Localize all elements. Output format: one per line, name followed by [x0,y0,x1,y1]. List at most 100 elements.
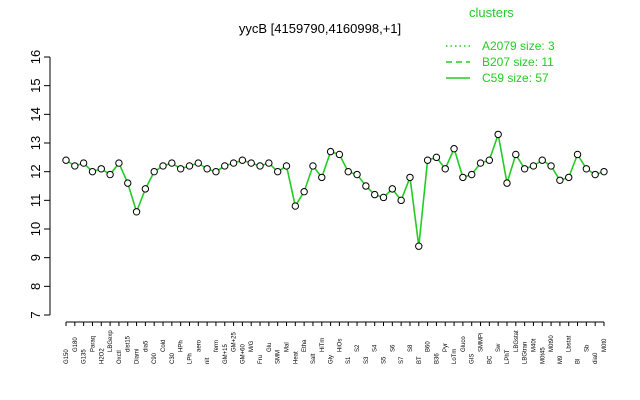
legend-label-3: C59 size: 57 [482,71,549,85]
x-tick-label: B60 [426,341,432,352]
data-point [520,165,529,173]
data-point [485,156,494,164]
x-tick-label: HiTm [320,338,326,352]
data-point [309,162,317,170]
x-tick-label: Sb [584,344,590,352]
data-point [379,193,388,202]
x-tick-label: LBGtran [523,342,529,364]
x-tick-label: nit [205,357,211,364]
data-point [353,170,361,179]
x-tick-label: dia5 [143,340,149,352]
x-tick-label: BT [417,356,423,364]
legend-title: clusters [469,5,514,20]
data-point [185,162,194,170]
data-point [265,159,273,167]
data-point [370,190,379,199]
x-tick-label: SMM [276,350,282,364]
y-tick-label: 13 [28,136,43,150]
x-tick-label: HPh [179,340,185,352]
x-tick-label: dist15 [126,335,132,352]
x-tick-label: Diami [135,349,141,364]
data-point [600,167,608,176]
x-tick-label: H2O2 [99,348,105,364]
x-tick-label: LBGexp [108,330,114,352]
data-point [388,185,397,193]
data-point [397,196,405,205]
data-point [529,162,538,170]
x-tick-label: C90 [152,352,158,364]
data-point [229,159,238,167]
chart-title: yycB [4159790,4160998,+1] [239,21,401,36]
x-tick-label: Bl [576,359,582,364]
x-tick-label: Fru [258,355,264,364]
x-tick-label: Lbstat [567,335,573,352]
x-tick-label: Paraq [90,336,96,352]
x-tick-label: S5 [382,356,388,364]
y-tick-label: 7 [28,311,43,318]
legend: clusters A2079 size: 3 B207 size: 11 C59… [446,5,555,85]
x-tick-label: M0t0 [602,338,608,352]
x-tick-label: M/G [249,340,255,352]
data-point [318,173,326,182]
x-tick-label: LPh [187,353,193,364]
data-point [432,153,441,162]
x-tick-label: SMMPi [479,333,485,352]
x-tick-label: B36 [434,353,440,364]
x-tick-label: S3 [364,356,370,364]
x-tick-label: S1 [346,356,352,364]
x-tick-label: Pyr [443,343,449,352]
data-point [538,156,546,164]
data-point [362,182,370,190]
x-tick-label: Salt [311,353,317,364]
x-tick-label: GM+15 [223,343,229,364]
y-tick-label: 16 [28,50,43,64]
x-tick-label: S2 [355,344,361,352]
data-point [512,150,520,159]
x-tick-label: Oxctl [117,350,123,364]
x-tick-label: Mal [284,342,290,352]
data-point [106,170,114,179]
data-point [194,159,202,167]
y-tick-label: 11 [28,194,43,208]
x-tick-label: dia0 [593,352,599,364]
legend-label-1: A2079 size: 3 [482,39,555,53]
y-tick-label: 8 [28,283,43,290]
data-point [150,167,158,176]
y-tick-label: 10 [28,222,43,236]
data-point [459,173,467,182]
data-point [415,242,423,250]
x-tick-label: LPhT [505,349,511,364]
data-point [406,173,414,182]
data-point [221,162,229,170]
y-tick-label: 14 [28,107,43,121]
data-point [335,150,344,159]
x-tick-label: LBGstat [514,330,520,352]
data-point [556,176,564,184]
y-tick-label: 12 [28,164,43,178]
y-tick-label: 15 [28,78,43,92]
data-point [468,170,476,179]
x-tick-label: Gluco [461,336,467,352]
data-point [582,165,591,173]
data-point [62,156,70,164]
y-axis: 7 8 9 10 11 12 13 14 15 16 [28,50,51,319]
x-tick-label: G180 [73,337,79,352]
x-axis: G150G180G135ParaqH2O2LBGexpOxctldist15Di… [64,321,608,364]
data-point [476,159,485,167]
x-tick-label: S8 [408,344,414,352]
data-point [88,167,97,176]
x-tick-label: Glu [267,343,273,352]
data-point [124,179,132,187]
data-point [423,156,432,164]
data-point [503,179,511,187]
x-tick-label: G135 [82,349,88,364]
data-point [79,159,88,167]
x-tick-label: S4 [373,344,379,352]
x-tick-label: S6 [390,344,396,352]
x-tick-label: C30 [170,352,176,364]
x-tick-label: Etha [302,339,308,352]
x-tick-label: aero [196,339,202,352]
data-point [132,208,141,216]
x-tick-label: M0t45 [540,347,546,364]
